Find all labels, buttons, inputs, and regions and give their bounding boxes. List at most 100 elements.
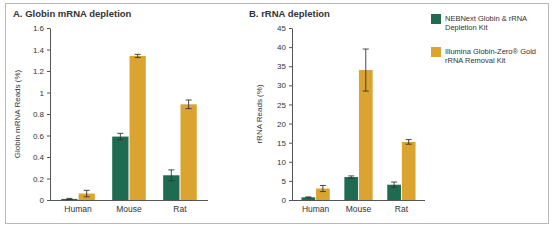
error-bar (320, 185, 326, 191)
y-tick-label: 40 (277, 43, 286, 52)
x-tick-label: Human (302, 204, 330, 214)
error-bar-stem (120, 133, 121, 139)
y-tick-mark (289, 66, 292, 67)
legend: NEBNext Globin & rRNADepletion KitIllumi… (431, 14, 536, 65)
y-tick-label: 45 (277, 24, 286, 33)
y-tick-label: 0.8 (33, 110, 45, 119)
legend-item: Illumina Globin-Zero® GoldrRNA Removal K… (431, 47, 536, 65)
bar (112, 137, 128, 200)
series (301, 176, 401, 200)
x-tick-label: Rat (173, 204, 187, 214)
error-bar-cap (117, 139, 123, 140)
error-bar-cap (168, 169, 174, 170)
series (79, 54, 197, 200)
error-bar-cap (348, 178, 354, 179)
y-tick-mark (289, 124, 292, 125)
x-axis-line (292, 200, 425, 201)
y-tick: 0 (40, 196, 50, 205)
x-axis: Human Mouse Rat (292, 200, 425, 214)
y-tick-label: 1.4 (33, 46, 45, 55)
bar (301, 197, 315, 200)
y-tick: 25 (277, 101, 292, 110)
y-tick-mark (289, 47, 292, 48)
x-tick: Mouse (116, 200, 142, 214)
y-axis-title: Globin mRNA Reads (%) (13, 69, 22, 158)
y-tick: 15 (277, 139, 292, 148)
error-bar-cap (186, 100, 192, 101)
y-tick: 0.6 (33, 132, 50, 141)
x-tick: Rat (173, 200, 187, 214)
error-bar-cap (305, 197, 311, 198)
y-tick: 1.4 (33, 46, 50, 55)
y-tick-mark (47, 71, 50, 72)
bar (61, 199, 77, 200)
error-bar-cap (348, 175, 354, 176)
error-bar-cap (363, 91, 369, 92)
x-tick: Human (64, 200, 92, 214)
y-tick-mark (47, 200, 50, 201)
x-axis: Human Mouse Rat (50, 200, 208, 214)
error-bar (135, 54, 141, 57)
y-tick: 20 (277, 120, 292, 129)
error-bar-cap (84, 196, 90, 197)
error-bar-cap (84, 190, 90, 191)
figure-frame (6, 4, 549, 224)
error-bar-stem (137, 54, 138, 57)
chart-title: B. rRNA depletion (249, 8, 330, 19)
y-tick-label: 5 (282, 177, 287, 186)
error-bar-cap (391, 182, 397, 183)
x-tick-label: Mouse (116, 204, 142, 214)
y-tick-mark (289, 28, 292, 29)
error-bar (348, 176, 354, 178)
bar (344, 177, 358, 200)
error-bar-cap (135, 57, 141, 58)
y-tick: 0.2 (33, 175, 50, 184)
x-tick-label: Mouse (346, 204, 372, 214)
y-axis: 00.20.40.60.811.21.41.6 (33, 24, 51, 205)
error-bar-stem (171, 170, 172, 181)
y-tick: 45 (277, 24, 292, 33)
y-axis: 051015202530354045 (277, 24, 292, 205)
y-tick: 5 (282, 177, 292, 186)
bar (180, 104, 196, 200)
y-tick-label: 0 (40, 196, 45, 205)
error-bar-cap (168, 180, 174, 181)
y-tick-mark (47, 136, 50, 137)
y-tick-label: 15 (277, 139, 286, 148)
panel: B. rRNA depletion051015202530354045Human… (249, 8, 536, 214)
legend-swatch (431, 47, 441, 57)
y-tick-label: 25 (277, 101, 286, 110)
error-bar-cap (66, 198, 72, 199)
panel: A. Globin mRNA depletion00.20.40.60.811.… (13, 8, 208, 214)
y-tick-label: 1.6 (33, 24, 45, 33)
error-bar-cap (305, 196, 311, 197)
y-tick-mark (47, 157, 50, 158)
error-bar-cap (186, 108, 192, 109)
y-tick-mark (47, 179, 50, 180)
y-tick-label: 20 (277, 120, 286, 129)
y-tick-mark (47, 114, 50, 115)
error-bar (84, 190, 90, 196)
y-tick-label: 1.2 (33, 67, 45, 76)
error-bar (305, 196, 311, 198)
error-bar-cap (406, 144, 412, 145)
bar (402, 142, 416, 200)
error-bar (391, 182, 397, 187)
error-bar-cap (117, 133, 123, 134)
plot-area (301, 49, 415, 200)
y-tick: 0.8 (33, 110, 50, 119)
y-axis-title: rRNA Reads (%) (255, 84, 264, 143)
plot-area (61, 54, 197, 200)
x-tick: Rat (395, 200, 409, 214)
y-tick-label: 30 (277, 81, 286, 90)
error-bar-cap (320, 191, 326, 192)
y-tick-mark (289, 200, 292, 201)
y-tick: 1.2 (33, 67, 50, 76)
y-tick-label: 0.6 (33, 132, 45, 141)
error-bar (186, 100, 192, 109)
error-bar-cap (406, 139, 412, 140)
x-tick: Human (302, 200, 330, 214)
y-tick: 0 (282, 196, 292, 205)
error-bar-stem (188, 100, 189, 109)
y-tick-label: 10 (277, 158, 286, 167)
